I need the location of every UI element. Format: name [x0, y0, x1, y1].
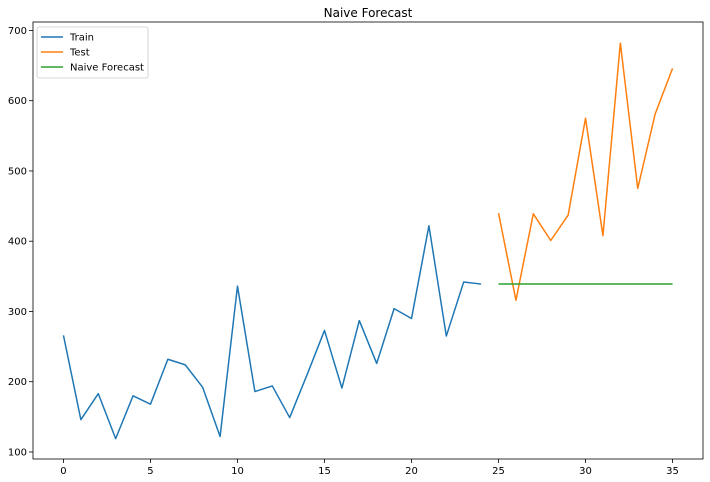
x-tick-label: 15	[318, 466, 331, 477]
legend-label-train: Train	[69, 33, 94, 44]
y-tick-label: 300	[8, 307, 27, 318]
legend-label-test: Test	[69, 48, 90, 59]
legend-frame	[36, 26, 149, 79]
x-tick-label: 10	[231, 466, 244, 477]
y-tick-label: 400	[8, 237, 27, 248]
x-tick-label: 35	[666, 466, 679, 477]
x-tick-label: 0	[60, 466, 66, 477]
y-tick-label: 200	[8, 377, 27, 388]
chart-title: Naive Forecast	[324, 6, 413, 20]
series-line-train	[62, 225, 482, 440]
y-axis: 100 200 300 400 500 600 700	[8, 26, 33, 458]
plot-area	[32, 21, 704, 460]
x-tick-label: 25	[492, 466, 505, 477]
y-tick-label: 600	[8, 96, 27, 107]
x-tick-label: 20	[405, 466, 418, 477]
legend: Train Test Naive Forecast	[36, 26, 149, 79]
x-tick-label: 5	[147, 466, 153, 477]
series-layer	[62, 42, 674, 440]
y-tick-label: 500	[8, 166, 27, 177]
x-tick-label: 30	[579, 466, 592, 477]
y-tick-label: 700	[8, 26, 27, 37]
x-axis: 0 5 10 15 20 25 30 35	[60, 459, 679, 477]
series-line-test	[497, 42, 674, 301]
legend-label-naive-forecast: Naive Forecast	[70, 63, 144, 74]
y-tick-label: 100	[8, 447, 27, 458]
